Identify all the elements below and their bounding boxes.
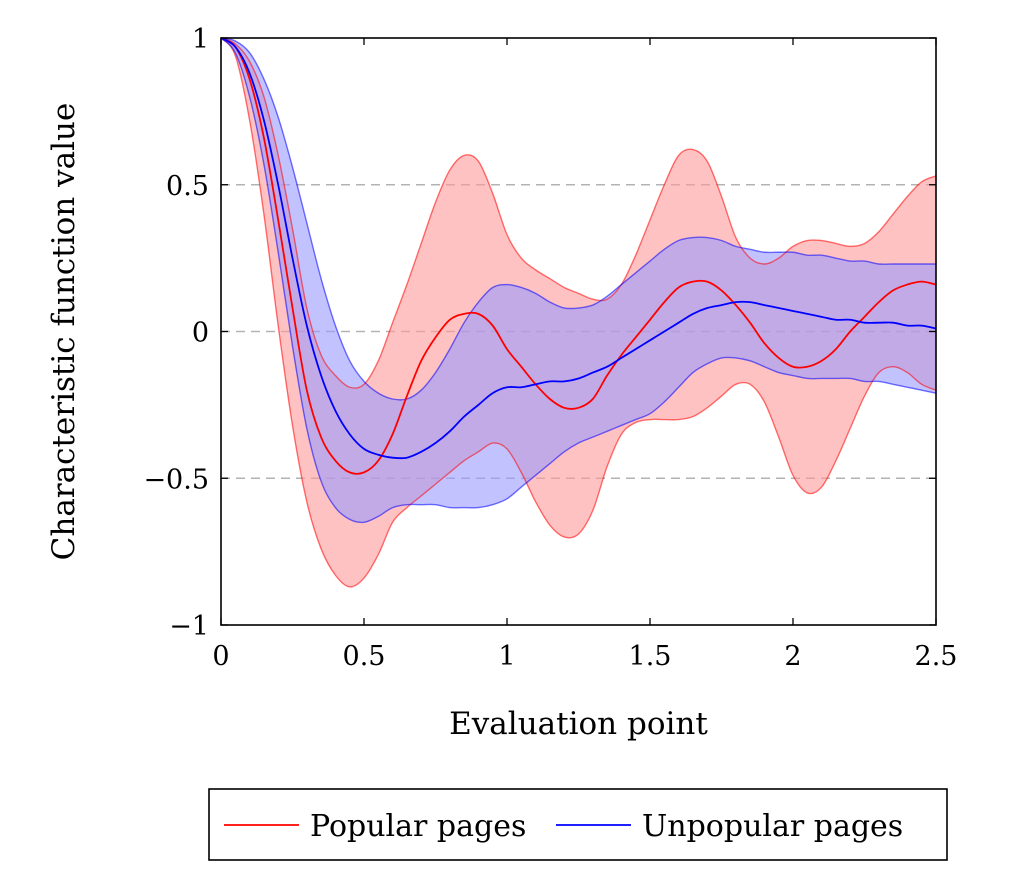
band-lower-edge-unpopular-pages <box>220 37 937 524</box>
y-tick-label: 1 <box>192 24 209 55</box>
x-axis-title: Evaluation point <box>449 706 708 742</box>
y-tick-label: −0.5 <box>143 464 209 495</box>
x-tick-label: 2.5 <box>915 641 958 672</box>
band-upper-edge-popular-pages <box>220 37 937 389</box>
x-tick-label: 0.5 <box>343 641 386 672</box>
band-fill-unpopular-pages <box>221 38 936 523</box>
x-tick-label: 1.5 <box>629 641 672 672</box>
series-line-popular-pages <box>220 37 937 475</box>
legend-label-popular-pages: Popular pages <box>310 809 526 844</box>
legend-label-unpopular-pages: Unpopular pages <box>642 809 903 844</box>
band-lower-edge-popular-pages <box>220 37 937 588</box>
y-tick-label: 0.5 <box>166 171 209 202</box>
tick-layer <box>220 37 937 626</box>
tick-label-layer: 0 0.5 1 1.5 2 2.5 1 0.5 0 −0.5 −1 <box>143 24 957 672</box>
y-tick-label: 0 <box>192 318 209 349</box>
x-tick-label: 2 <box>784 641 801 672</box>
band-layer <box>220 37 937 588</box>
series-line-unpopular-pages <box>220 37 937 460</box>
band-upper-edge-unpopular-pages <box>220 37 936 401</box>
line-layer <box>220 37 937 475</box>
y-axis-title: Characteristic function value <box>46 103 82 561</box>
x-tick-label: 0 <box>212 641 229 672</box>
y-tick-label: −1 <box>169 611 209 642</box>
legend: Popular pages Unpopular pages <box>208 788 948 861</box>
x-tick-label: 1 <box>498 641 515 672</box>
